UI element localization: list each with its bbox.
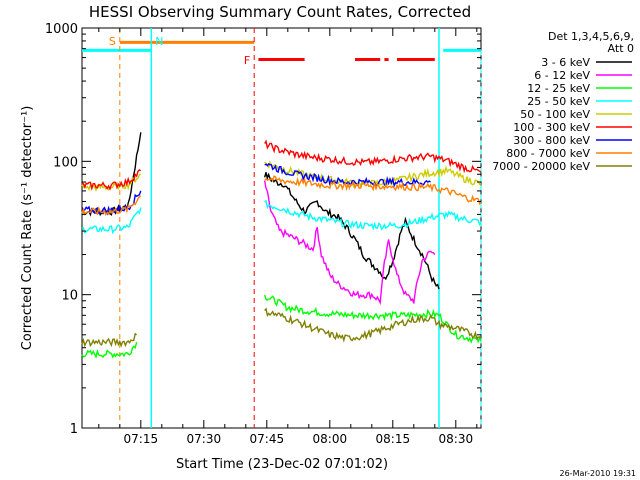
marker-label-n: N <box>155 35 163 48</box>
x-tick-label: 08:00 <box>313 432 348 446</box>
legend-entry-800-7000-kev: 800 - 7000 keV <box>506 147 590 160</box>
y-tick-label: 1 <box>70 422 78 437</box>
series-25-50-kev-post <box>264 199 482 231</box>
x-tick-label: 08:30 <box>439 432 474 446</box>
marker-label-s: S <box>109 35 116 48</box>
legend-entry-7000-20000-kev: 7000 - 20000 keV <box>492 160 590 173</box>
series-7000-20000-kev-post <box>264 307 482 343</box>
series-50-100-kev-post <box>264 160 482 189</box>
x-axis-ticks: 07:15 07:30 07:45 08:00 08:15 08:30 <box>98 28 478 446</box>
series-6-12-kev-post <box>264 180 436 306</box>
x-tick-label: 07:30 <box>187 432 222 446</box>
y-axis-ticks: 1 10 100 1000 <box>45 22 481 437</box>
legend-entry-12-25-kev: 12 - 25 keV <box>527 82 590 95</box>
legend-entry-300-800-kev: 300 - 800 keV <box>513 134 590 147</box>
chart-title: HESSI Observing Summary Count Rates, Cor… <box>89 3 471 21</box>
plot-area: S N F <box>81 28 482 428</box>
y-axis-label: Corrected Count Rate (s⁻¹ detector⁻¹) <box>20 106 35 351</box>
marker-label-f: F <box>244 54 250 67</box>
y-tick-label: 10 <box>61 289 78 304</box>
series-7000-20000-kev-pre <box>81 332 138 348</box>
plot-frame <box>81 27 482 429</box>
legend-entry-50-100-kev: 50 - 100 keV <box>520 108 590 121</box>
series-3-6-kev-post <box>264 172 440 290</box>
legend-header-line-2: Att 0 <box>608 42 634 55</box>
y-tick-label: 100 <box>53 155 78 170</box>
legend-entry-6-12-kev: 6 - 12 keV <box>534 69 590 82</box>
series-800-7000-kev-pre <box>81 195 142 216</box>
footer-timestamp: 26-Mar-2010 19:31 <box>560 469 637 478</box>
legend-entry-3-6-kev: 3 - 6 keV <box>541 56 590 69</box>
legend-entry-100-300-kev: 100 - 300 keV <box>513 121 590 134</box>
series-12-25-kev-pre <box>81 342 138 359</box>
x-tick-label: 07:45 <box>250 432 285 446</box>
legend-entry-25-50-kev: 25 - 50 keV <box>527 95 590 108</box>
series-3-6-kev-pre <box>81 132 142 217</box>
y-tick-label: 1000 <box>45 22 78 37</box>
series-100-300-kev-post <box>264 139 482 174</box>
x-axis-label: Start Time (23-Dec-02 07:01:02) <box>176 457 388 472</box>
series-12-25-kev-post <box>264 294 482 344</box>
series-25-50-kev-pre <box>81 207 142 235</box>
x-tick-label: 08:15 <box>376 432 411 446</box>
x-tick-label: 07:15 <box>124 432 159 446</box>
series-800-7000-kev-post <box>264 175 482 206</box>
series-100-300-kev-pre <box>81 169 142 191</box>
legend-header-line-1: Det 1,3,4,5,6,9, <box>548 30 634 43</box>
